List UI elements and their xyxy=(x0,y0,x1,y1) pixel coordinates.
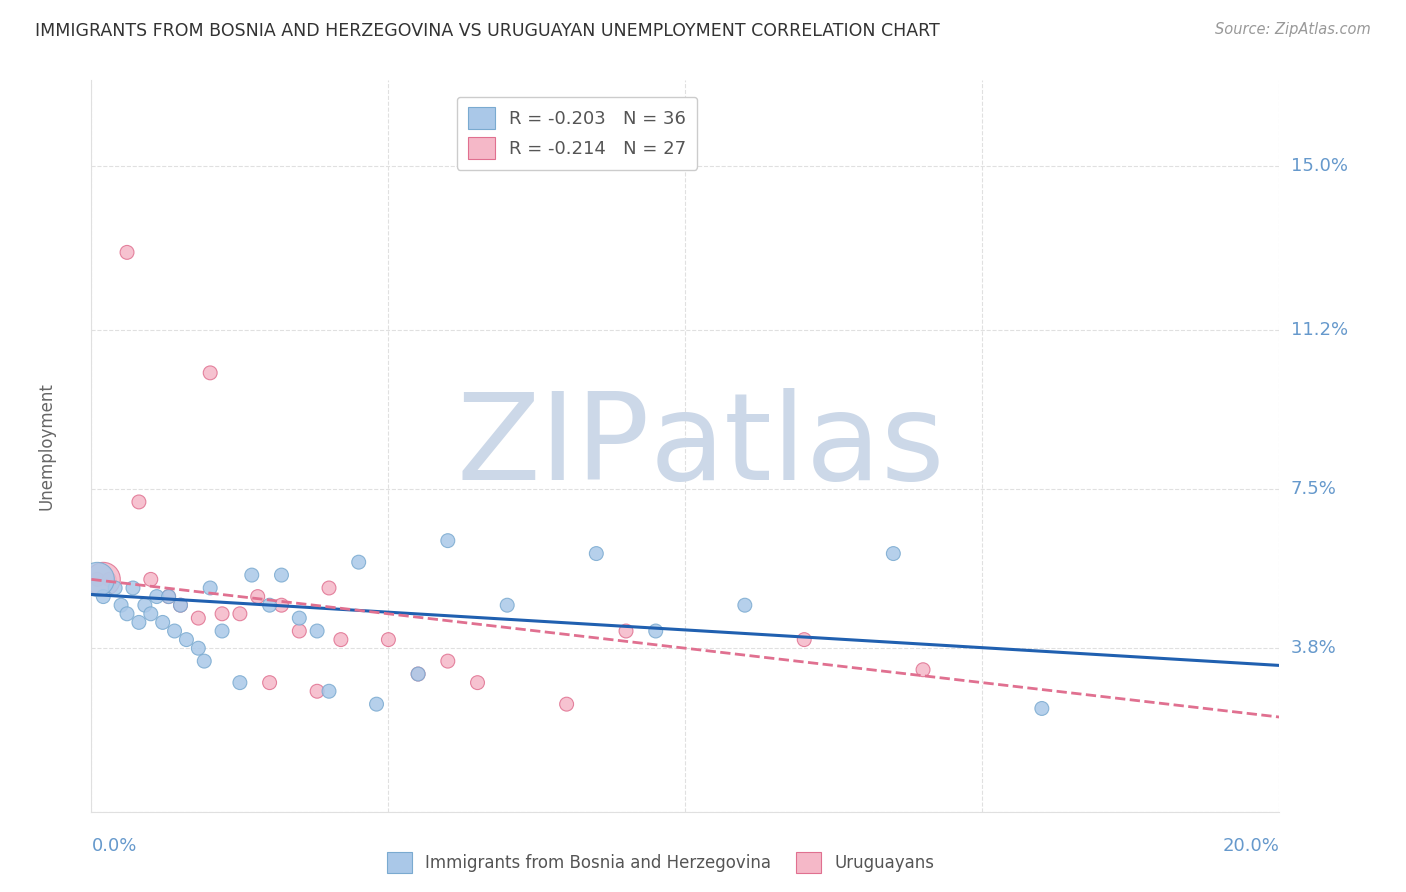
Point xyxy=(110,598,132,612)
Point xyxy=(329,632,352,647)
Point xyxy=(115,607,138,621)
Point xyxy=(882,547,904,561)
Point xyxy=(270,568,292,582)
Point xyxy=(187,641,209,656)
Point xyxy=(585,547,607,561)
Point xyxy=(347,555,370,569)
Point xyxy=(193,654,215,668)
Point xyxy=(318,684,340,698)
Point xyxy=(734,598,756,612)
Point xyxy=(406,667,429,681)
Point xyxy=(467,675,489,690)
Point xyxy=(318,581,340,595)
Point xyxy=(793,632,815,647)
Point xyxy=(229,607,252,621)
Point xyxy=(91,590,114,604)
Point xyxy=(307,624,329,638)
Point xyxy=(288,624,311,638)
Legend: Immigrants from Bosnia and Herzegovina, Uruguayans: Immigrants from Bosnia and Herzegovina, … xyxy=(380,846,942,880)
Point xyxy=(115,245,138,260)
Text: 20.0%: 20.0% xyxy=(1223,837,1279,855)
Point xyxy=(211,624,233,638)
Point xyxy=(366,697,388,711)
Point xyxy=(128,615,150,630)
Point xyxy=(86,573,108,587)
Point xyxy=(122,581,145,595)
Point xyxy=(307,684,329,698)
Point xyxy=(91,573,114,587)
Point xyxy=(98,573,121,587)
Point xyxy=(229,675,252,690)
Point xyxy=(211,607,233,621)
Point xyxy=(911,663,934,677)
Point xyxy=(157,590,180,604)
Text: 3.8%: 3.8% xyxy=(1291,640,1336,657)
Point xyxy=(246,590,269,604)
Point xyxy=(187,611,209,625)
Point xyxy=(288,611,311,625)
Point xyxy=(406,667,429,681)
Point xyxy=(200,366,222,380)
Point xyxy=(169,598,191,612)
Point xyxy=(157,590,180,604)
Point xyxy=(169,598,191,612)
Point xyxy=(496,598,519,612)
Point xyxy=(128,495,150,509)
Point xyxy=(259,598,281,612)
Text: atlas: atlas xyxy=(650,387,945,505)
Point xyxy=(240,568,263,582)
Text: 7.5%: 7.5% xyxy=(1291,480,1337,498)
Point xyxy=(176,632,198,647)
Point xyxy=(139,573,162,587)
Legend: R = -0.203   N = 36, R = -0.214   N = 27: R = -0.203 N = 36, R = -0.214 N = 27 xyxy=(457,96,697,169)
Text: Source: ZipAtlas.com: Source: ZipAtlas.com xyxy=(1215,22,1371,37)
Text: Unemployment: Unemployment xyxy=(37,382,55,510)
Point xyxy=(134,598,156,612)
Text: 15.0%: 15.0% xyxy=(1291,157,1347,176)
Point xyxy=(555,697,578,711)
Text: 0.0%: 0.0% xyxy=(91,837,136,855)
Point xyxy=(104,581,127,595)
Point xyxy=(436,533,458,548)
Point xyxy=(163,624,186,638)
Point xyxy=(614,624,637,638)
Text: ZIP: ZIP xyxy=(457,387,650,505)
Point xyxy=(377,632,399,647)
Point xyxy=(86,573,108,587)
Text: IMMIGRANTS FROM BOSNIA AND HERZEGOVINA VS URUGUAYAN UNEMPLOYMENT CORRELATION CHA: IMMIGRANTS FROM BOSNIA AND HERZEGOVINA V… xyxy=(35,22,939,40)
Point xyxy=(1031,701,1053,715)
Point xyxy=(152,615,174,630)
Point xyxy=(259,675,281,690)
Point xyxy=(436,654,458,668)
Point xyxy=(139,607,162,621)
Text: 11.2%: 11.2% xyxy=(1291,321,1348,339)
Point xyxy=(200,581,222,595)
Point xyxy=(145,590,167,604)
Point xyxy=(644,624,666,638)
Point xyxy=(270,598,292,612)
